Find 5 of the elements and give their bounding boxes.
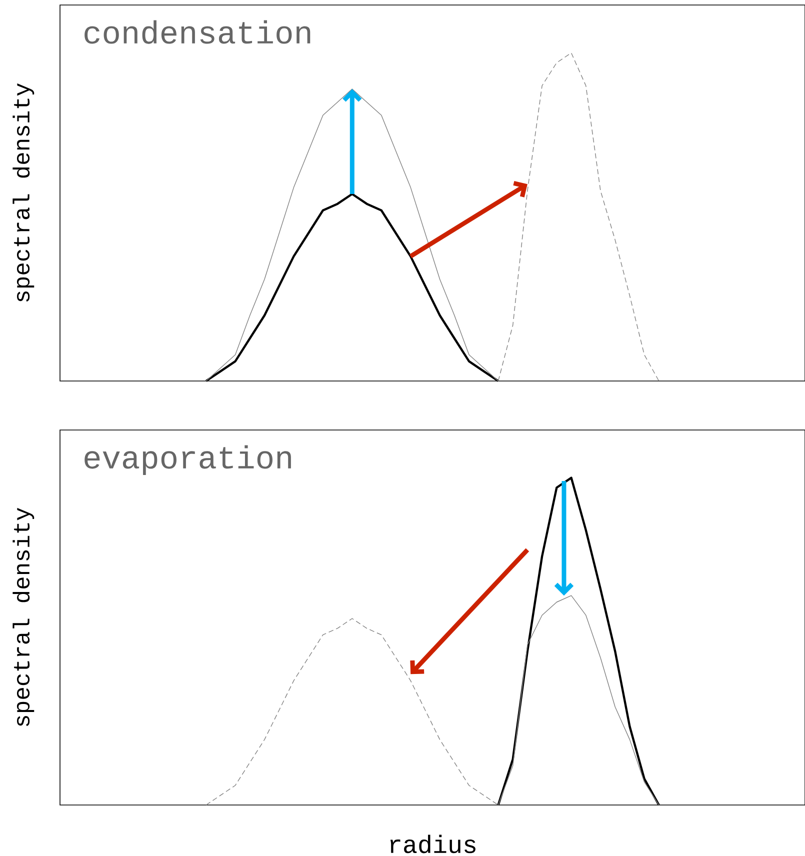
x-axis-title: radius: [390, 834, 476, 854]
chart-title: evaporation: [84, 445, 291, 476]
y-axis-title: spectral density: [12, 83, 34, 302]
y-axis-title: spectral density: [12, 508, 34, 726]
chart-title: condensation: [84, 20, 310, 44]
